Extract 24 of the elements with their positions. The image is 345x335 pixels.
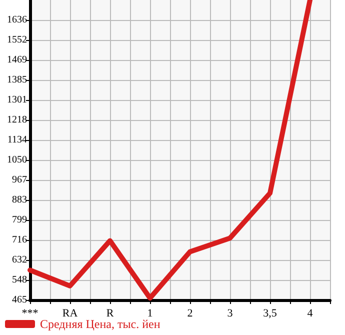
x-tick-label: R [106, 308, 114, 320]
x-tick-label: 3 [227, 308, 234, 320]
y-tick-label: 1552 [7, 34, 27, 46]
x-tick-label: *** [22, 308, 38, 320]
y-tick-label: 716 [12, 234, 27, 246]
y-tick-label: 1385 [7, 74, 27, 86]
x-tick-label: 2 [187, 308, 193, 320]
y-tick-label: 1469 [7, 54, 27, 66]
y-tick-label: 967 [12, 174, 27, 186]
x-tick-label: 4 [307, 308, 314, 320]
y-tick-label: 1218 [7, 114, 27, 126]
y-tick-label: 1134 [7, 134, 27, 146]
y-tick-label: 548 [12, 274, 27, 286]
y-tick-label: 799 [12, 214, 27, 226]
x-tick-label: 3,5 [263, 308, 278, 320]
y-tick-label: 632 [12, 254, 27, 266]
y-tick-label: 1050 [7, 154, 27, 166]
y-tick-label: 465 [12, 294, 27, 306]
y-tick-label: 1636 [7, 14, 27, 26]
y-tick-label: 883 [12, 194, 27, 206]
x-tick-label: 1 [147, 308, 153, 320]
x-tick-label: RA [62, 308, 78, 320]
y-tick-label: 1301 [7, 94, 27, 106]
legend-label: Средняя Цена, тыс. йен [40, 317, 161, 331]
